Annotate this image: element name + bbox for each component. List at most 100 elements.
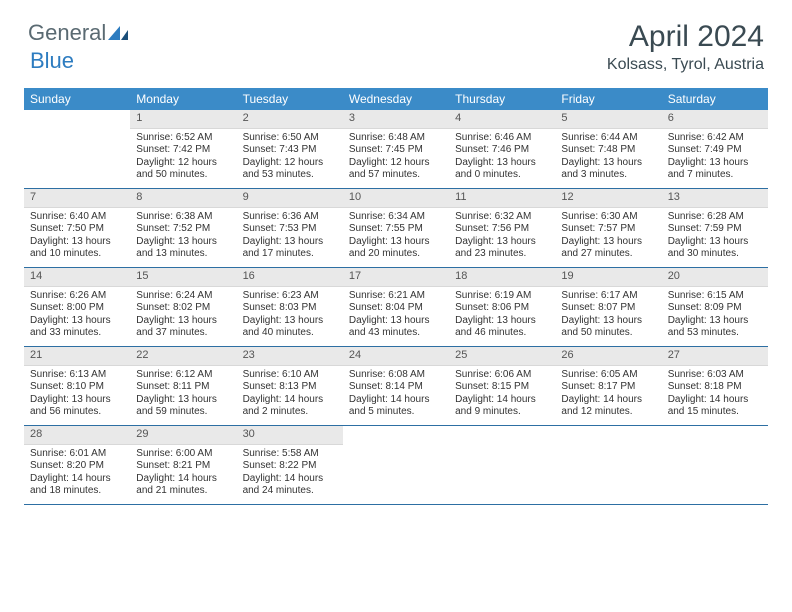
day-cell: 27Sunrise: 6:03 AMSunset: 8:18 PMDayligh… xyxy=(662,347,768,425)
daylight-line2: and 50 minutes. xyxy=(136,169,230,182)
day-body: Sunrise: 6:26 AMSunset: 8:00 PMDaylight:… xyxy=(24,287,130,344)
day-cell: 7Sunrise: 6:40 AMSunset: 7:50 PMDaylight… xyxy=(24,189,130,267)
sunrise-label: Sunrise: 6:32 AM xyxy=(455,211,549,224)
day-body: Sunrise: 6:46 AMSunset: 7:46 PMDaylight:… xyxy=(449,129,555,186)
day-cell: 23Sunrise: 6:10 AMSunset: 8:13 PMDayligh… xyxy=(237,347,343,425)
sunrise-label: Sunrise: 6:03 AM xyxy=(668,369,762,382)
day-cell: 2Sunrise: 6:50 AMSunset: 7:43 PMDaylight… xyxy=(237,110,343,188)
day-cell: 3Sunrise: 6:48 AMSunset: 7:45 PMDaylight… xyxy=(343,110,449,188)
day-body: Sunrise: 6:00 AMSunset: 8:21 PMDaylight:… xyxy=(130,445,236,502)
sunset-label: Sunset: 8:09 PM xyxy=(668,302,762,315)
daylight-line2: and 56 minutes. xyxy=(30,406,124,419)
day-body: Sunrise: 6:10 AMSunset: 8:13 PMDaylight:… xyxy=(237,366,343,423)
daylight-line2: and 15 minutes. xyxy=(668,406,762,419)
day-cell: 12Sunrise: 6:30 AMSunset: 7:57 PMDayligh… xyxy=(555,189,661,267)
weekday-label: Sunday xyxy=(24,88,130,110)
day-number: 25 xyxy=(449,347,555,366)
daylight-line2: and 30 minutes. xyxy=(668,248,762,261)
daylight-line2: and 17 minutes. xyxy=(243,248,337,261)
sunset-label: Sunset: 8:04 PM xyxy=(349,302,443,315)
daylight-line2: and 43 minutes. xyxy=(349,327,443,340)
sunset-label: Sunset: 8:11 PM xyxy=(136,381,230,394)
day-body: Sunrise: 6:21 AMSunset: 8:04 PMDaylight:… xyxy=(343,287,449,344)
day-body: Sunrise: 6:28 AMSunset: 7:59 PMDaylight:… xyxy=(662,208,768,265)
weekday-label: Thursday xyxy=(449,88,555,110)
day-number: 14 xyxy=(24,268,130,287)
daylight-line1: Daylight: 14 hours xyxy=(30,473,124,486)
day-body xyxy=(449,445,555,452)
sunrise-label: Sunrise: 6:00 AM xyxy=(136,448,230,461)
daylight-line2: and 21 minutes. xyxy=(136,485,230,498)
daylight-line2: and 33 minutes. xyxy=(30,327,124,340)
daylight-line1: Daylight: 13 hours xyxy=(136,394,230,407)
sunrise-label: Sunrise: 6:42 AM xyxy=(668,132,762,145)
day-cell: 20Sunrise: 6:15 AMSunset: 8:09 PMDayligh… xyxy=(662,268,768,346)
title-block: April 2024 Kolsass, Tyrol, Austria xyxy=(607,20,764,74)
sunset-label: Sunset: 8:17 PM xyxy=(561,381,655,394)
sunset-label: Sunset: 7:46 PM xyxy=(455,144,549,157)
day-body: Sunrise: 6:36 AMSunset: 7:53 PMDaylight:… xyxy=(237,208,343,265)
day-body: Sunrise: 6:03 AMSunset: 8:18 PMDaylight:… xyxy=(662,366,768,423)
day-body: Sunrise: 6:01 AMSunset: 8:20 PMDaylight:… xyxy=(24,445,130,502)
day-body: Sunrise: 6:08 AMSunset: 8:14 PMDaylight:… xyxy=(343,366,449,423)
day-number: 12 xyxy=(555,189,661,208)
day-body xyxy=(662,445,768,452)
daylight-line1: Daylight: 12 hours xyxy=(349,157,443,170)
daylight-line2: and 53 minutes. xyxy=(668,327,762,340)
weekday-label: Tuesday xyxy=(237,88,343,110)
sunset-label: Sunset: 8:03 PM xyxy=(243,302,337,315)
daylight-line2: and 12 minutes. xyxy=(561,406,655,419)
day-cell: 5Sunrise: 6:44 AMSunset: 7:48 PMDaylight… xyxy=(555,110,661,188)
day-body: Sunrise: 6:12 AMSunset: 8:11 PMDaylight:… xyxy=(130,366,236,423)
day-cell: 15Sunrise: 6:24 AMSunset: 8:02 PMDayligh… xyxy=(130,268,236,346)
daylight-line1: Daylight: 13 hours xyxy=(668,236,762,249)
day-body: Sunrise: 6:50 AMSunset: 7:43 PMDaylight:… xyxy=(237,129,343,186)
day-number: 7 xyxy=(24,189,130,208)
sunset-label: Sunset: 7:42 PM xyxy=(136,144,230,157)
daylight-line1: Daylight: 14 hours xyxy=(668,394,762,407)
day-cell: 28Sunrise: 6:01 AMSunset: 8:20 PMDayligh… xyxy=(24,426,130,504)
day-number: 6 xyxy=(662,110,768,129)
day-body: Sunrise: 6:23 AMSunset: 8:03 PMDaylight:… xyxy=(237,287,343,344)
day-cell: 8Sunrise: 6:38 AMSunset: 7:52 PMDaylight… xyxy=(130,189,236,267)
sunrise-label: Sunrise: 6:30 AM xyxy=(561,211,655,224)
daylight-line2: and 10 minutes. xyxy=(30,248,124,261)
day-number: 28 xyxy=(24,426,130,445)
day-number: 5 xyxy=(555,110,661,129)
day-number: 8 xyxy=(130,189,236,208)
weekday-header: Sunday Monday Tuesday Wednesday Thursday… xyxy=(24,88,768,110)
daylight-line2: and 5 minutes. xyxy=(349,406,443,419)
brand-name-2: Blue xyxy=(30,48,74,73)
sunrise-label: Sunrise: 6:08 AM xyxy=(349,369,443,382)
day-cell xyxy=(24,110,130,188)
day-number: 21 xyxy=(24,347,130,366)
daylight-line1: Daylight: 13 hours xyxy=(30,394,124,407)
sunset-label: Sunset: 7:45 PM xyxy=(349,144,443,157)
daylight-line1: Daylight: 13 hours xyxy=(136,236,230,249)
sunrise-label: Sunrise: 6:01 AM xyxy=(30,448,124,461)
day-cell xyxy=(449,426,555,504)
day-cell: 18Sunrise: 6:19 AMSunset: 8:06 PMDayligh… xyxy=(449,268,555,346)
daylight-line1: Daylight: 13 hours xyxy=(30,236,124,249)
sunset-label: Sunset: 7:53 PM xyxy=(243,223,337,236)
sunrise-label: Sunrise: 6:10 AM xyxy=(243,369,337,382)
brand-logo: General xyxy=(28,20,132,46)
day-number: 18 xyxy=(449,268,555,287)
day-number: 30 xyxy=(237,426,343,445)
sunrise-label: Sunrise: 6:21 AM xyxy=(349,290,443,303)
sunset-label: Sunset: 8:20 PM xyxy=(30,460,124,473)
day-cell xyxy=(662,426,768,504)
sunset-label: Sunset: 7:59 PM xyxy=(668,223,762,236)
day-number: 16 xyxy=(237,268,343,287)
daylight-line2: and 7 minutes. xyxy=(668,169,762,182)
daylight-line2: and 53 minutes. xyxy=(243,169,337,182)
day-cell: 13Sunrise: 6:28 AMSunset: 7:59 PMDayligh… xyxy=(662,189,768,267)
daylight-line2: and 37 minutes. xyxy=(136,327,230,340)
sunrise-label: Sunrise: 6:05 AM xyxy=(561,369,655,382)
day-number: 17 xyxy=(343,268,449,287)
daylight-line2: and 13 minutes. xyxy=(136,248,230,261)
sunrise-label: Sunrise: 6:24 AM xyxy=(136,290,230,303)
daylight-line1: Daylight: 13 hours xyxy=(668,315,762,328)
sunset-label: Sunset: 7:52 PM xyxy=(136,223,230,236)
day-body: Sunrise: 6:48 AMSunset: 7:45 PMDaylight:… xyxy=(343,129,449,186)
